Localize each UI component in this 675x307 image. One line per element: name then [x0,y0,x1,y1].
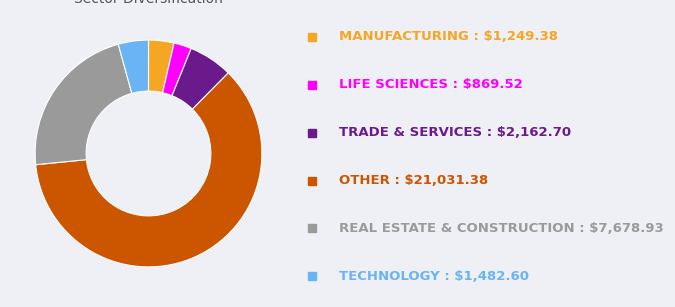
Wedge shape [148,40,174,93]
Wedge shape [118,40,148,93]
Wedge shape [36,73,262,267]
Text: OTHER : $21,031.38: OTHER : $21,031.38 [339,174,488,187]
Text: TECHNOLOGY : $1,482.60: TECHNOLOGY : $1,482.60 [339,270,529,283]
Text: REAL ESTATE & CONSTRUCTION : $7,678.93: REAL ESTATE & CONSTRUCTION : $7,678.93 [339,222,664,235]
Wedge shape [35,44,132,165]
Text: LIFE SCIENCES : $869.52: LIFE SCIENCES : $869.52 [339,78,522,91]
Title: Sector Diversification: Sector Diversification [74,0,223,6]
Text: MANUFACTURING : $1,249.38: MANUFACTURING : $1,249.38 [339,30,558,43]
Wedge shape [172,49,228,109]
Wedge shape [163,43,191,96]
Text: TRADE & SERVICES : $2,162.70: TRADE & SERVICES : $2,162.70 [339,126,570,139]
